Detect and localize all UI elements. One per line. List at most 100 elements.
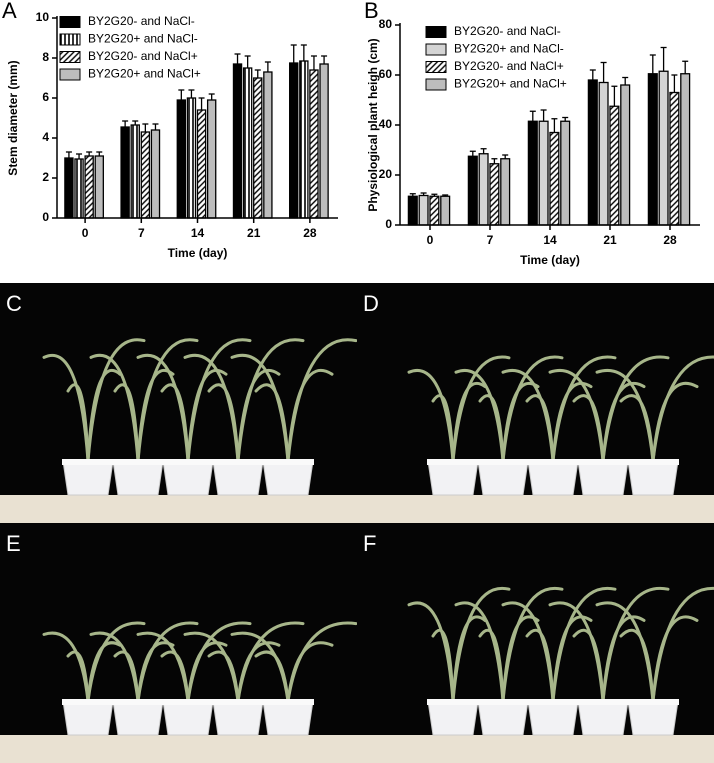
leaf: [183, 631, 240, 703]
bar: [669, 91, 680, 226]
leaf: [501, 369, 555, 463]
bar: [407, 195, 418, 226]
pot-rim: [112, 459, 164, 465]
leaf: [451, 355, 511, 463]
bar: [232, 63, 243, 219]
leaf: [651, 586, 714, 703]
x-tick-label: 0: [427, 233, 434, 247]
panel-label: E: [6, 531, 21, 556]
panel-label: C: [6, 291, 22, 316]
leaf: [89, 631, 140, 703]
x-tick-label: 21: [603, 233, 617, 247]
pot-rim: [162, 459, 214, 465]
leaf: [186, 621, 252, 703]
leaf: [230, 631, 290, 703]
leaf: [136, 631, 190, 703]
pot: [477, 460, 529, 496]
shelf: [0, 495, 357, 523]
y-axis-title: Physiological plant heigh (cm): [366, 38, 380, 211]
bar: [120, 126, 130, 219]
leaf: [186, 338, 252, 463]
leaf: [548, 369, 605, 463]
pot: [262, 460, 314, 496]
bar: [196, 109, 207, 219]
pot-rim: [262, 699, 314, 705]
panel-label: D: [363, 291, 379, 316]
leaf: [454, 601, 505, 703]
leaf: [501, 601, 555, 703]
leaf: [136, 621, 199, 703]
leaf: [595, 601, 655, 703]
pot-rim: [427, 699, 479, 705]
bar: [500, 158, 511, 226]
bar: [527, 120, 538, 226]
leaf: [548, 601, 605, 703]
shelf: [357, 735, 714, 763]
bar: [598, 81, 609, 226]
legend-swatch: [59, 33, 81, 46]
bar: [418, 194, 429, 226]
shelf: [0, 735, 357, 763]
y-tick-label: 0: [385, 217, 392, 231]
bar: [647, 73, 658, 226]
pot: [162, 460, 214, 496]
leaf: [407, 369, 455, 463]
y-tick-label: 0: [42, 210, 49, 224]
leaf: [89, 353, 140, 463]
pot: [112, 700, 164, 736]
legend-swatch: [425, 78, 447, 91]
legend-label: BY2G20- and NaCl-: [88, 14, 195, 28]
bar: [319, 63, 329, 219]
x-tick-label: 14: [543, 233, 557, 247]
leaf: [42, 353, 90, 463]
pot-rim: [527, 459, 579, 465]
leaf: [286, 338, 358, 463]
legend-label: BY2G20+ and NaCl+: [454, 77, 567, 91]
leaf: [42, 631, 90, 703]
y-tick-label: 4: [42, 130, 49, 144]
pot: [427, 460, 479, 496]
leaf: [230, 353, 290, 463]
legend-swatch: [425, 61, 447, 73]
bar: [74, 158, 84, 219]
legend-label: BY2G20- and NaCl+: [454, 59, 564, 73]
legend-swatch: [59, 68, 81, 81]
pot: [577, 460, 629, 496]
legend-label: BY2G20- and NaCl+: [88, 49, 198, 63]
pot: [62, 460, 114, 496]
leaf: [651, 355, 714, 463]
bar: [84, 155, 94, 219]
bar: [560, 120, 571, 226]
x-tick-label: 7: [487, 233, 494, 247]
pot-rim: [112, 699, 164, 705]
y-tick-label: 60: [379, 67, 393, 81]
x-tick-label: 14: [191, 226, 205, 240]
pot-rim: [577, 459, 629, 465]
bar: [680, 73, 691, 226]
legend-label: BY2G20+ and NaCl-: [454, 42, 564, 56]
leaf: [86, 621, 146, 703]
bar: [429, 195, 440, 226]
x-tick-label: 28: [663, 233, 677, 247]
leaf: [454, 369, 505, 463]
pot-rim: [62, 459, 114, 465]
leaf: [86, 338, 146, 463]
pot: [212, 700, 264, 736]
y-tick-label: 10: [36, 10, 50, 24]
shelf: [357, 495, 714, 523]
x-tick-label: 7: [138, 226, 145, 240]
pot-rim: [427, 459, 479, 465]
pot-rim: [527, 699, 579, 705]
pot-rim: [477, 459, 529, 465]
pot-rim: [627, 459, 679, 465]
bar: [186, 97, 197, 219]
x-tick-label: 0: [82, 226, 89, 240]
pot: [527, 460, 579, 496]
bar: [289, 62, 299, 219]
leaf: [407, 601, 455, 703]
legend-swatch: [425, 43, 447, 56]
bar: [538, 120, 549, 226]
y-tick-label: 8: [42, 50, 49, 64]
bar: [587, 79, 598, 226]
y-axis-title: Stem diameter (mm): [6, 60, 20, 175]
